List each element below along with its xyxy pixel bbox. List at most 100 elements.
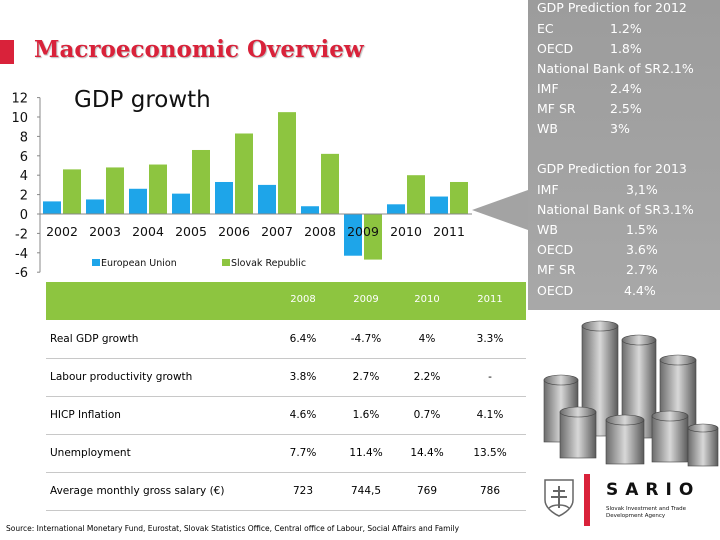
table-column-header: 2008 bbox=[290, 294, 316, 305]
bar-0-2007 bbox=[258, 184, 276, 214]
table-row: HICP Inflation 4.6% 1.6% 0.7% 4.1% bbox=[46, 396, 526, 435]
bar-1-2011 bbox=[450, 181, 468, 214]
table-header bbox=[46, 282, 526, 320]
prediction-source: EC bbox=[537, 21, 554, 36]
table-cell: 1.6% bbox=[352, 409, 380, 421]
bar-1-2006 bbox=[235, 133, 253, 214]
bar-0-2010 bbox=[387, 204, 405, 214]
prediction-2013-row: IMF 3,1% bbox=[528, 182, 720, 200]
table-cell: 786 bbox=[479, 485, 501, 497]
prediction-value: 2.4% bbox=[610, 81, 642, 96]
sario-logo: SARIO bbox=[606, 480, 701, 500]
prediction-source: National Bank of SR bbox=[537, 61, 662, 76]
y-tick-label: 10 bbox=[11, 111, 28, 126]
bar-0-2011 bbox=[430, 196, 448, 214]
table-cell: 723 bbox=[292, 485, 314, 497]
prediction-value: 2.1% bbox=[662, 61, 694, 76]
legend-label: Slovak Republic bbox=[231, 258, 306, 269]
table-cell: 14.4% bbox=[410, 447, 444, 459]
page-title: Macroeconomic Overview bbox=[34, 36, 364, 63]
prediction-value: 2.5% bbox=[610, 101, 642, 116]
table-cell: 0.7% bbox=[413, 409, 441, 421]
table-cell: 4.6% bbox=[289, 409, 317, 421]
source-note: Source: International Monetary Fund, Eur… bbox=[6, 524, 460, 533]
prediction-source: OECD bbox=[537, 41, 574, 56]
x-tick-label: 2008 bbox=[304, 224, 336, 239]
prediction-value: 1.2% bbox=[610, 21, 642, 36]
table-cell: 744,5 bbox=[350, 485, 382, 497]
y-tick-label: -4 bbox=[15, 247, 28, 262]
bar-0-2006 bbox=[215, 181, 233, 214]
bar-1-2009 bbox=[364, 214, 382, 260]
title-accent-bar bbox=[0, 40, 14, 64]
bar-0-2005 bbox=[172, 193, 190, 214]
bar-1-2008 bbox=[321, 153, 339, 214]
bar-1-2010 bbox=[407, 175, 425, 214]
legend-swatch bbox=[222, 259, 230, 266]
x-tick-label: 2010 bbox=[390, 224, 422, 239]
table-column-header: 2011 bbox=[477, 294, 503, 305]
prediction-2013-heading: GDP Prediction for 2013 bbox=[537, 161, 687, 176]
prediction-source: WB bbox=[537, 121, 558, 136]
y-tick-label: 0 bbox=[20, 208, 28, 223]
prediction-2013-row: OECD 4.4% bbox=[528, 283, 720, 301]
table-cell: 2.7% bbox=[352, 371, 380, 383]
legend-swatch bbox=[92, 259, 100, 266]
x-tick-label: 2002 bbox=[46, 224, 78, 239]
prediction-value: 3.1% bbox=[662, 202, 694, 217]
table-cell: 769 bbox=[416, 485, 438, 497]
table-cell: 3.8% bbox=[289, 371, 317, 383]
prediction-2013-row: MF SR 2.7% bbox=[528, 262, 720, 280]
prediction-source: OECD bbox=[537, 242, 574, 257]
table-cell: 4.1% bbox=[476, 409, 504, 421]
prediction-2012-row: OECD 1.8% bbox=[528, 41, 720, 59]
prediction-2012-heading: GDP Prediction for 2012 bbox=[537, 0, 687, 15]
bar-1-2005 bbox=[192, 149, 210, 214]
prediction-2012-row: WB 3% bbox=[528, 121, 720, 139]
prediction-2012-row: National Bank of SR 2.1% bbox=[528, 61, 720, 79]
x-tick-label: 2004 bbox=[132, 224, 164, 239]
row-label: Labour productivity growth bbox=[50, 371, 193, 383]
table-cell: 13.5% bbox=[473, 447, 507, 459]
legend-label: European Union bbox=[101, 258, 177, 269]
prediction-2012-row: EC 1.2% bbox=[528, 21, 720, 39]
table-row: Unemployment 7.7% 11.4% 14.4% 13.5% bbox=[46, 434, 526, 473]
prediction-value: 3.6% bbox=[626, 242, 658, 257]
brand-accent-bar bbox=[584, 474, 590, 526]
y-tick-label: -6 bbox=[15, 266, 28, 281]
bar-1-2003 bbox=[106, 167, 124, 214]
row-label: Unemployment bbox=[50, 447, 131, 459]
prediction-source: MF SR bbox=[537, 101, 576, 116]
table-row: Labour productivity growth 3.8% 2.7% 2.2… bbox=[46, 358, 526, 397]
prediction-value: 4.4% bbox=[624, 283, 656, 298]
bar-1-2007 bbox=[278, 112, 296, 214]
table-row: Average monthly gross salary (€) 723 744… bbox=[46, 472, 526, 511]
x-tick-label: 2003 bbox=[89, 224, 121, 239]
prediction-value: 1.8% bbox=[610, 41, 642, 56]
table-cell: -4.7% bbox=[350, 333, 382, 345]
bar-1-2004 bbox=[149, 164, 167, 214]
prediction-2012-row: MF SR 2.5% bbox=[528, 101, 720, 119]
x-tick-label: 2005 bbox=[175, 224, 207, 239]
bar-0-2003 bbox=[86, 199, 104, 214]
gdp-growth-chart: 12 10 8 6 4 2 0 -2 -4 -6 2002 2003 2004 2005 2006 2007 2… bbox=[11, 92, 472, 281]
prediction-value: 3% bbox=[610, 121, 630, 136]
bar-0-2009 bbox=[344, 214, 362, 256]
table-cell: 11.4% bbox=[349, 447, 383, 459]
table-column-header: 2009 bbox=[353, 294, 379, 305]
table-cell: 4% bbox=[418, 333, 436, 345]
prediction-value: 3,1% bbox=[626, 182, 658, 197]
prediction-2013-row: WB 1.5% bbox=[528, 222, 720, 240]
prediction-value: 2.7% bbox=[626, 262, 658, 277]
prediction-source: National Bank of SR bbox=[537, 202, 662, 217]
bar-0-2008 bbox=[301, 206, 319, 214]
table-cell: - bbox=[488, 371, 492, 383]
x-tick-label: 2007 bbox=[261, 224, 293, 239]
bar-1-2002 bbox=[63, 169, 81, 214]
y-tick-label: 8 bbox=[20, 130, 28, 145]
chart-title: GDP growth bbox=[74, 87, 211, 113]
prediction-2013-row: National Bank of SR 3.1% bbox=[528, 202, 720, 220]
table-cell: 2.2% bbox=[413, 371, 441, 383]
table-cell: 7.7% bbox=[289, 447, 317, 459]
prediction-panel: GDP Prediction for 2012 EC 1.2% OECD 1.8… bbox=[528, 0, 720, 310]
